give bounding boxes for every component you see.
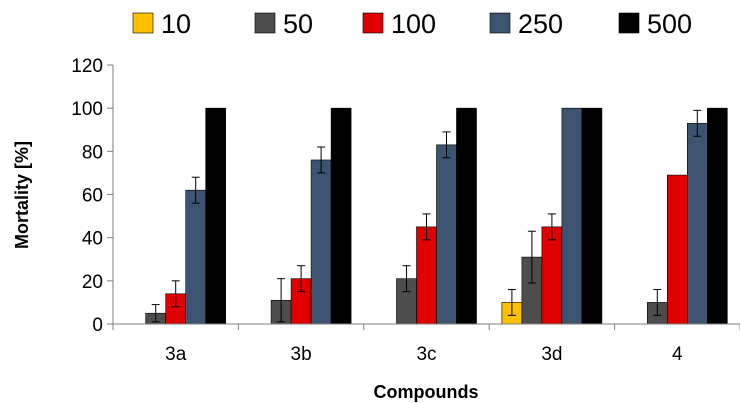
y-axis-title: Mortality [%]	[12, 141, 32, 249]
bar-3b-250	[310, 159, 332, 325]
legend-label-10: 10	[161, 9, 191, 39]
x-tick-label: 3c	[416, 344, 436, 365]
x-axis-title: Compounds	[374, 382, 479, 402]
y-tick-label: 20	[82, 272, 103, 293]
error-bars	[151, 109, 702, 323]
axes	[112, 65, 740, 325]
x-tick-label: 3b	[291, 344, 312, 365]
bar-3a-500	[205, 107, 226, 325]
bar-3b-500	[330, 107, 352, 325]
legend-swatch-100	[362, 12, 384, 34]
legend-swatch-250	[489, 12, 511, 34]
y-tick-label: 80	[82, 142, 103, 163]
y-tick-label: 60	[82, 186, 103, 207]
bar-4-250	[686, 122, 708, 325]
bar-3d-250	[561, 107, 583, 325]
y-tick-label: 0	[92, 315, 103, 336]
bar-3d-500	[581, 107, 603, 325]
legend-label-250: 250	[518, 9, 563, 39]
legend-swatch-500	[618, 12, 640, 34]
bar-4-100	[666, 174, 688, 325]
bar-3d-100	[541, 226, 563, 325]
legend-swatch-10	[132, 12, 154, 34]
x-tick-label: 4	[672, 344, 683, 365]
bar-3c-500	[456, 107, 477, 325]
y-tick-label: 100	[71, 99, 103, 120]
y-axis-ticks: 0 20 40 60 80 100 120	[71, 56, 113, 336]
x-axis-ticks: 3a 3b 3c 3d 4	[112, 324, 740, 365]
bar-3c-250	[436, 144, 457, 325]
legend-label-500: 500	[647, 9, 692, 39]
legend: 10 50 100 250 500	[132, 9, 692, 39]
legend-label-50: 50	[283, 9, 313, 39]
legend-label-100: 100	[391, 9, 436, 39]
bar-3a-250	[185, 189, 206, 325]
x-tick-label: 3a	[165, 344, 187, 365]
x-tick-label: 3d	[541, 344, 562, 365]
y-tick-label: 40	[82, 229, 103, 250]
bar-4-500	[706, 107, 728, 325]
bar-3c-100	[416, 226, 437, 325]
bars	[145, 107, 728, 325]
y-tick-label: 120	[71, 56, 103, 77]
legend-swatch-50	[254, 12, 276, 34]
